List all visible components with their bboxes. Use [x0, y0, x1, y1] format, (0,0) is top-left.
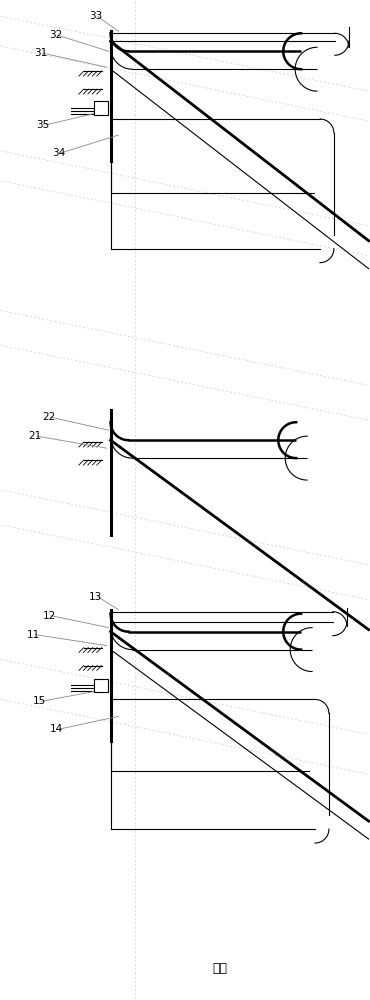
Text: 34: 34 [52, 148, 65, 158]
Text: 35: 35 [37, 120, 50, 130]
Bar [94, 101, 108, 115]
Text: 图例: 图例 [212, 962, 227, 975]
Text: 12: 12 [43, 611, 56, 621]
Text: 32: 32 [49, 30, 63, 40]
Text: 14: 14 [49, 724, 63, 734]
Bar [94, 679, 108, 692]
Text: 31: 31 [34, 48, 48, 58]
Text: 15: 15 [33, 696, 46, 706]
Text: 22: 22 [43, 412, 56, 422]
Text: 13: 13 [89, 592, 102, 602]
Text: 33: 33 [89, 11, 102, 21]
Text: 21: 21 [28, 431, 42, 441]
Text: 11: 11 [27, 630, 40, 640]
